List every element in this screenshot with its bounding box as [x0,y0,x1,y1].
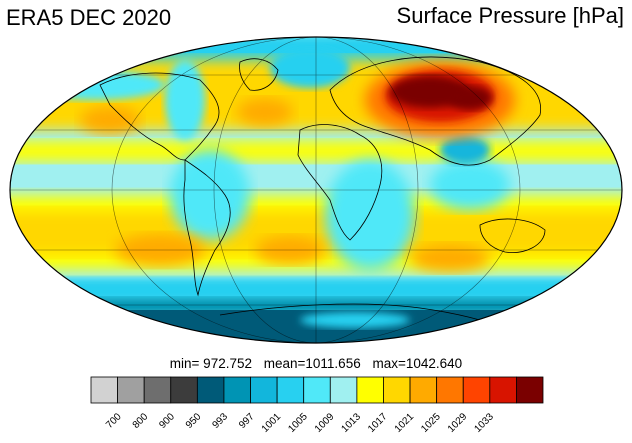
colorbar-tick-label: 993 [210,411,230,431]
colorbar-swatch [143,376,172,404]
colorbar-tick-label: 1017 [366,411,390,435]
colorbar-tick-label: 1021 [393,411,417,435]
colorbar-tick-label: 1009 [313,411,337,435]
colorbar-swatch [250,376,278,404]
colorbar-swatch [516,376,544,404]
colorbar-tick-label: 1005 [286,411,310,435]
colorbar-tick-label: 1029 [446,411,470,435]
colorbar-swatch [356,376,384,404]
stat-min: min= 972.752 [169,356,252,371]
colorbar-tick-label: 950 [184,411,204,431]
stat-mean: mean=1011.656 [263,356,361,371]
colorbar-swatch [489,376,517,404]
colorbar-swatch [462,376,491,404]
globe-outline [9,36,623,344]
colorbar-swatch [196,376,225,404]
colorbar-swatch [170,376,198,404]
colorbar-tick-label: 1001 [260,411,284,435]
colorbar-swatch [117,376,145,404]
colorbar-tick-label: 1025 [419,411,443,435]
surface-pressure-map [9,36,623,344]
colorbar-tick-label: 900 [157,411,177,431]
statistics-line: min= 972.752 mean=1011.656 max=1042.640 [0,356,632,371]
colorbar-swatch [223,376,251,404]
colorbar-tick-label: 800 [131,411,151,431]
colorbar-swatch [409,376,438,404]
colorbar-tick-label: 1013 [339,411,363,435]
colorbar-tick-label: 700 [104,411,124,431]
variable-title: Surface Pressure [hPa] [396,3,624,28]
colorbar-tick-label: 997 [237,411,257,431]
colorbar-swatch [329,376,358,404]
dataset-title: ERA5 DEC 2020 [6,5,172,30]
colorbar-tick-label: 1033 [472,411,496,435]
colorbar-swatch [436,376,464,404]
colorbar-swatch [276,376,305,404]
colorbar-swatch [90,376,118,404]
colorbar-swatch [303,376,331,404]
colorbar-swatch [383,376,411,404]
stat-max: max=1042.640 [372,356,463,371]
